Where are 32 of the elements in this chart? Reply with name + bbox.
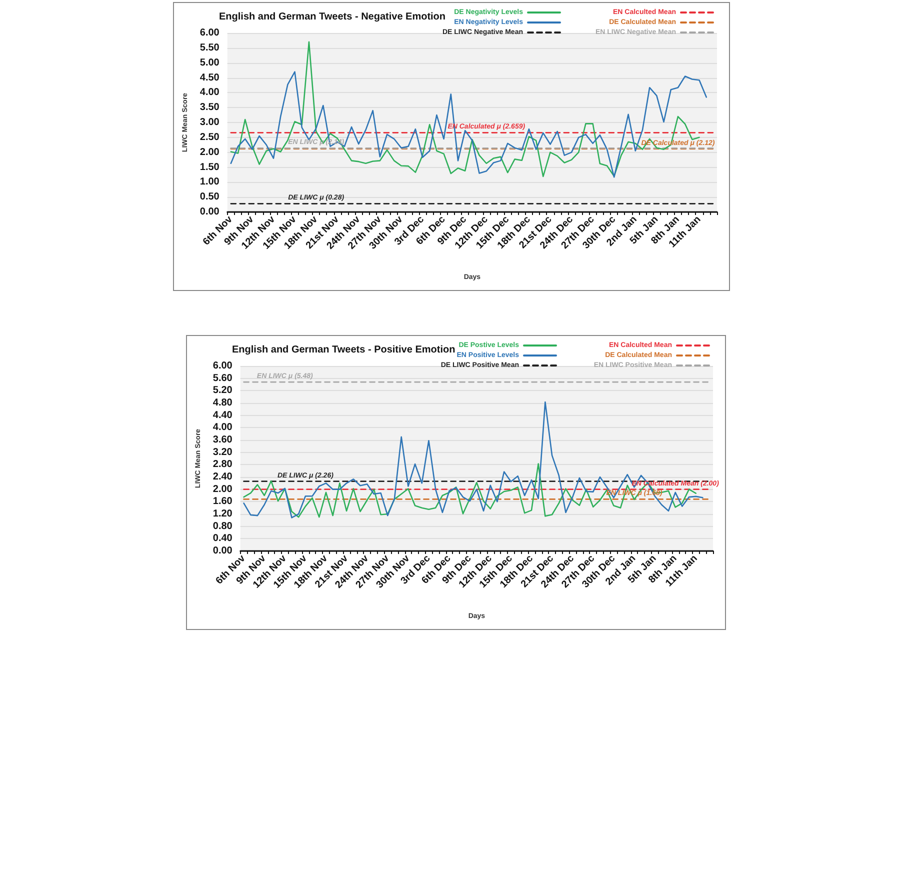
y-tick-label: 1.20 <box>212 508 233 520</box>
y-tick-label: 5.60 <box>212 372 233 384</box>
y-tick-label: 3.00 <box>200 117 220 128</box>
y-tick-label: 4.00 <box>200 87 220 98</box>
y-tick-label: 5.00 <box>200 57 220 68</box>
y-tick-label: 0.40 <box>212 533 233 544</box>
y-tick-label: 3.20 <box>212 446 233 458</box>
chart-title: English and German Tweets - Positive Emotion <box>232 344 456 356</box>
line-series <box>243 463 697 518</box>
y-tick-label: 3.50 <box>200 102 220 114</box>
y-tick-label: 1.00 <box>200 176 220 188</box>
chart-title: English and German Tweets - Negative Emotion <box>219 12 446 22</box>
y-tick-label: 1.60 <box>212 496 233 508</box>
y-tick-label: 3.60 <box>212 434 233 446</box>
y-tick-label: 0.50 <box>200 192 220 203</box>
y-tick-label: 4.80 <box>212 398 233 408</box>
y-tick-label: 0.80 <box>212 520 233 532</box>
y-tick-label: 0.00 <box>212 546 233 556</box>
y-tick-label: 4.40 <box>212 410 233 421</box>
y-tick-label: 2.00 <box>200 146 220 158</box>
y-tick-label: 2.00 <box>212 484 233 495</box>
y-tick-label: 0.00 <box>200 206 220 218</box>
y-tick-label: 4.50 <box>200 72 220 84</box>
y-tick-label: 2.80 <box>212 459 233 470</box>
y-tick-label: 2.50 <box>200 132 220 143</box>
y-tick-label: 2.40 <box>212 472 233 482</box>
y-tick-label: 1.50 <box>200 162 220 173</box>
y-tick-label: 6.00 <box>212 360 233 372</box>
y-tick-label: 6.00 <box>200 28 220 38</box>
y-tick-label: 5.20 <box>212 385 233 396</box>
y-tick-label: 5.50 <box>200 42 220 54</box>
y-tick-label: 4.00 <box>212 422 233 434</box>
